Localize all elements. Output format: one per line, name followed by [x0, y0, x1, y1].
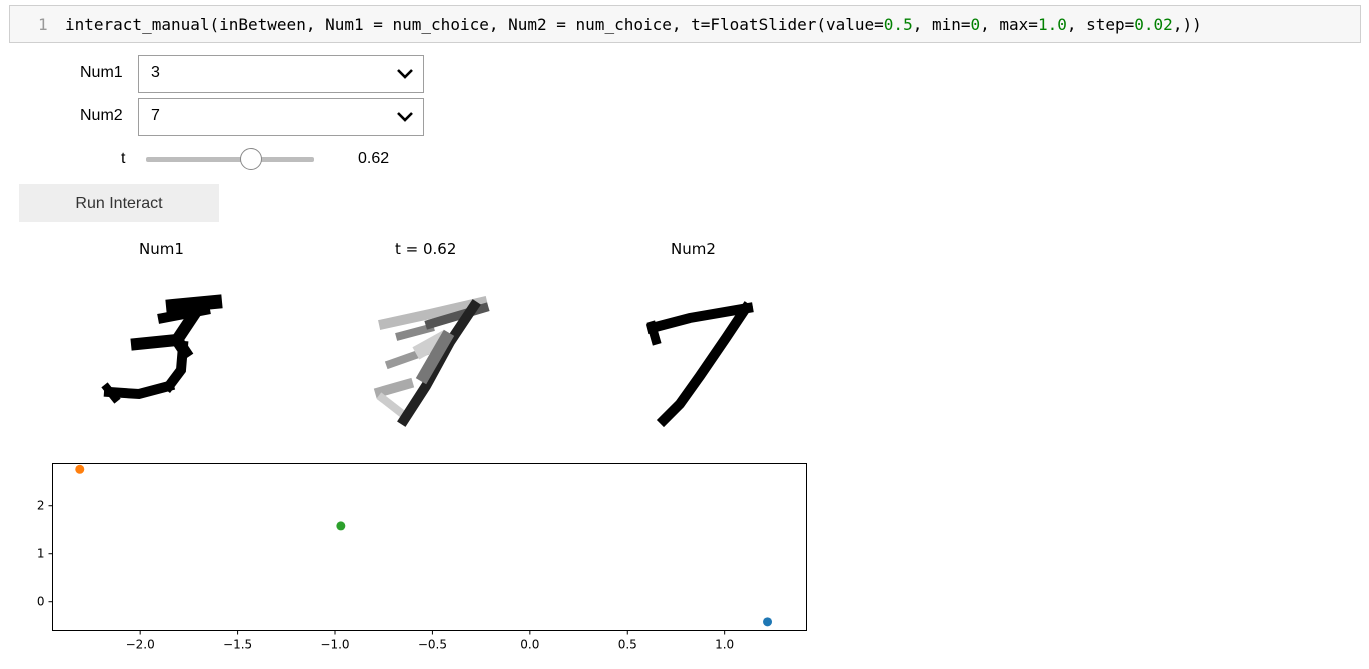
num2-image-title: Num2 — [671, 240, 716, 258]
y-tick-label: 2 — [37, 499, 45, 513]
scatter-points — [75, 464, 773, 627]
num1-label: Num1 — [80, 64, 123, 81]
scatter-plot: −2.0 −1.5 −1.0 −0.5 0.0 0.5 1.0 0 1 2 — [37, 463, 807, 652]
x-tick-label: 0.5 — [618, 638, 637, 652]
scatter-point-series-1 — [75, 464, 85, 474]
scatter-point-series-0 — [763, 617, 773, 627]
num1-value: 3 — [151, 64, 160, 81]
t-slider-handle[interactable] — [240, 148, 262, 170]
x-tick-label: −1.5 — [223, 638, 252, 652]
num2-value: 7 — [151, 107, 160, 124]
code-token: 0 — [970, 15, 981, 34]
code-token: , step= — [1066, 15, 1135, 34]
code-token: 1.0 — [1037, 15, 1067, 34]
t-slider-track[interactable] — [146, 157, 314, 162]
x-tick-label: −0.5 — [418, 638, 447, 652]
num1-image-title: Num1 — [139, 240, 184, 258]
digit-3-image — [101, 294, 223, 404]
y-axis-ticks: 0 1 2 — [37, 499, 53, 609]
code-token: 0.5 — [883, 15, 913, 34]
run-interact-button[interactable]: Run Interact — [19, 184, 219, 222]
t-slider-readout: 0.62 — [358, 150, 390, 167]
chevron-down-icon — [397, 69, 413, 79]
y-tick-label: 1 — [37, 547, 45, 561]
x-tick-label: −1.0 — [320, 638, 349, 652]
chevron-down-icon — [397, 112, 413, 122]
code-token: , min= — [912, 15, 971, 34]
interpolated-image-title: t = 0.62 — [395, 240, 457, 258]
x-tick-label: 0.0 — [520, 638, 539, 652]
num2-label: Num2 — [80, 107, 123, 124]
interpolated-digit-image — [373, 296, 490, 427]
x-tick-label: −2.0 — [126, 638, 155, 652]
code-token: , max= — [980, 15, 1038, 34]
code-token: ,)) — [1172, 15, 1202, 34]
line-number: 1 — [38, 15, 48, 34]
plot-frame — [52, 463, 807, 631]
code-line[interactable]: interact_manual(inBetween, Num1 = num_ch… — [65, 15, 1202, 34]
t-label: t — [121, 150, 126, 167]
y-tick-label: 0 — [37, 595, 45, 609]
code-token: interact_manual(inBetween, Num1 = num_ch… — [65, 15, 884, 34]
code-cell[interactable]: 1 interact_manual(inBetween, Num1 = num_… — [9, 5, 1361, 43]
scatter-point-series-2 — [336, 521, 346, 531]
code-token: 0.02 — [1134, 15, 1173, 34]
num1-dropdown[interactable]: 3 — [138, 55, 424, 93]
x-axis-ticks: −2.0 −1.5 −1.0 −0.5 0.0 0.5 1.0 — [126, 630, 734, 652]
x-tick-label: 1.0 — [715, 638, 734, 652]
num2-dropdown[interactable]: 7 — [138, 98, 424, 136]
digit-7-image — [645, 301, 754, 428]
